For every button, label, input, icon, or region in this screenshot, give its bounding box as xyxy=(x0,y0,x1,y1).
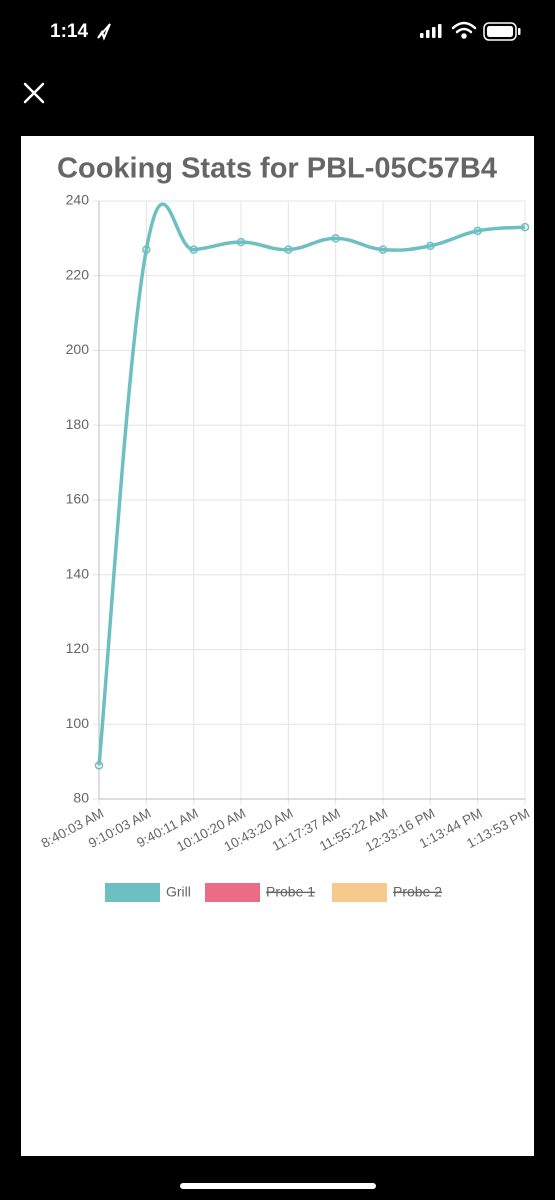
y-tick-label: 220 xyxy=(66,266,90,282)
y-tick-label: 100 xyxy=(66,715,90,731)
data-point xyxy=(189,245,198,254)
data-point xyxy=(473,226,482,236)
data-point xyxy=(236,237,246,247)
y-tick-label: 160 xyxy=(66,491,90,507)
legend-label: Probe 2 xyxy=(393,884,442,900)
data-point xyxy=(331,234,340,243)
data-point xyxy=(284,245,293,254)
home-indicator xyxy=(180,1183,376,1189)
y-tick-label: 140 xyxy=(66,565,90,581)
legend-swatch xyxy=(105,883,160,902)
wifi-icon xyxy=(451,21,477,39)
status-time: 1:14 xyxy=(50,21,88,42)
y-tick-label: 180 xyxy=(66,416,90,432)
y-tick-label: 120 xyxy=(66,640,90,656)
y-tick-label: 200 xyxy=(66,341,90,357)
data-point xyxy=(94,761,104,770)
legend-label: Grill xyxy=(166,884,191,900)
legend-label: Probe 1 xyxy=(266,884,315,900)
battery-icon xyxy=(483,22,521,41)
legend-swatch xyxy=(332,883,387,902)
location-icon xyxy=(97,23,111,41)
series-line xyxy=(97,202,526,766)
signal-icon xyxy=(420,24,442,38)
chart-card xyxy=(21,136,534,1156)
data-point xyxy=(426,241,435,251)
close-button[interactable] xyxy=(23,82,45,104)
data-point xyxy=(378,245,388,254)
chart-title: Cooking Stats for PBL-05C57B4 xyxy=(57,153,497,185)
data-point xyxy=(520,222,530,232)
y-tick-label: 240 xyxy=(66,192,90,208)
legend-swatch xyxy=(205,883,260,902)
y-tick-label: 80 xyxy=(73,790,89,806)
data-point xyxy=(142,245,151,254)
